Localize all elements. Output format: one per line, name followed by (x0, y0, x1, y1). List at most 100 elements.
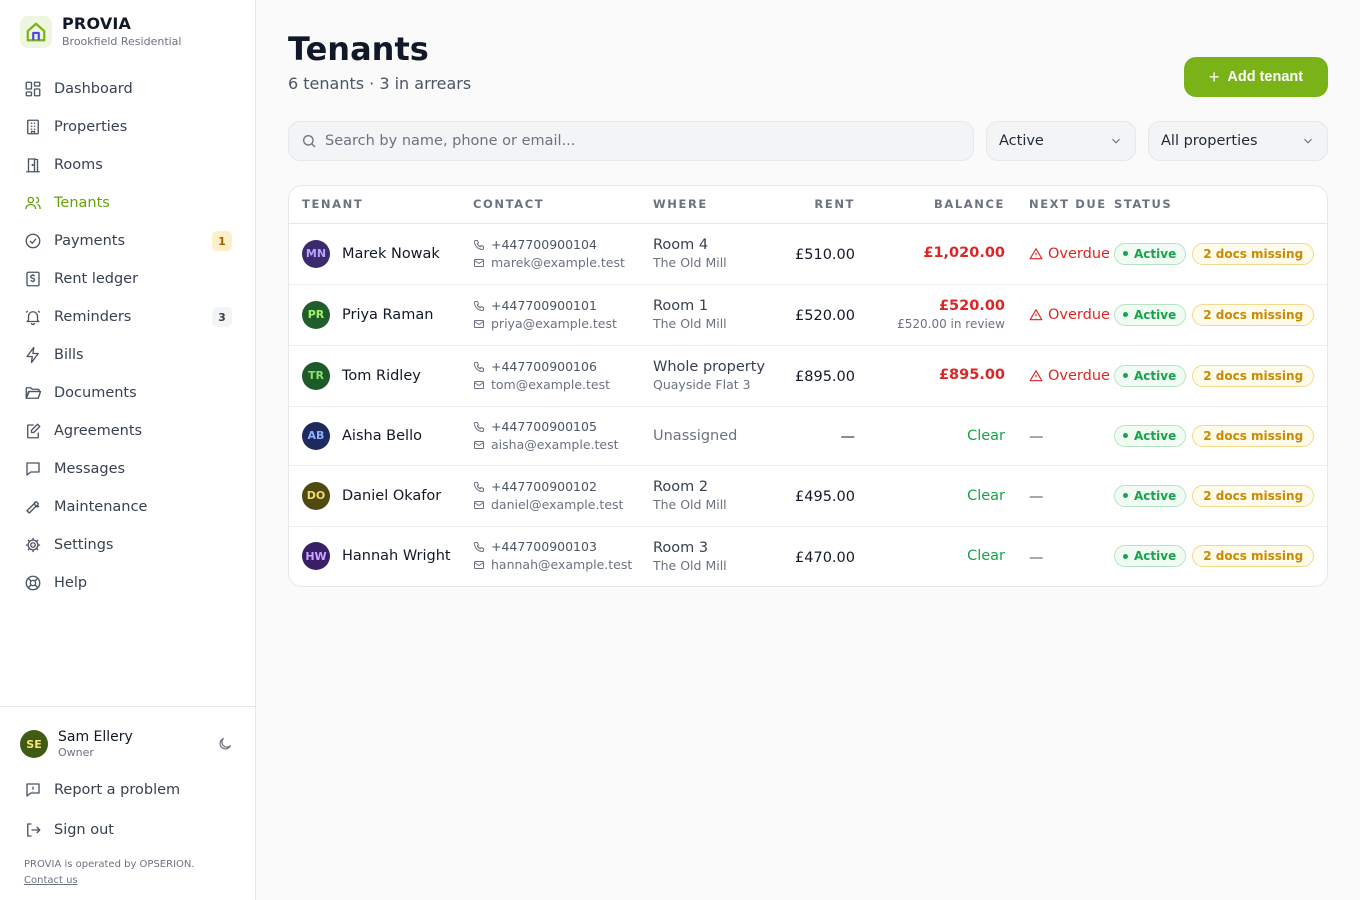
balance-clear: Clear (967, 427, 1005, 444)
table-row[interactable]: DO Daniel Okafor +447700900102 daniel@examp… (289, 465, 1327, 527)
sidebar-item-rent-ledger[interactable]: Rent ledger (12, 260, 244, 298)
sidebar-item-settings[interactable]: Settings (12, 526, 244, 564)
sidebar-item-maintenance[interactable]: Maintenance (12, 488, 244, 526)
home-logo-icon (20, 16, 52, 48)
contact-email[interactable]: hannah@example.test (473, 556, 653, 574)
status-dot (1123, 251, 1128, 256)
contact-phone[interactable]: +447700900103 (473, 538, 653, 556)
rent-amount: £510.00 (795, 247, 855, 263)
sidebar-item-documents[interactable]: Documents (12, 374, 244, 412)
phone-icon (473, 239, 485, 251)
contact-email[interactable]: tom@example.test (473, 376, 653, 394)
grid-icon (24, 80, 42, 98)
contact-phone[interactable]: +447700900104 (473, 236, 653, 254)
report-problem-link[interactable]: Report a problem (24, 778, 180, 802)
brand[interactable]: PROVIA Brookfield Residential (20, 14, 181, 50)
status-cell: Active 2 docs missing (1114, 484, 1327, 507)
sidebar-item-reminders[interactable]: Reminders 3 (12, 298, 244, 336)
sidebar-item-tenants[interactable]: Tenants (12, 184, 244, 222)
lifebuoy-icon (24, 574, 42, 592)
column-header-balance[interactable]: BALANCE (855, 186, 1009, 224)
table-row[interactable]: AB Aisha Bello +447700900105 aisha@example.… (289, 406, 1327, 466)
phone-number: +447700900101 (491, 297, 597, 313)
column-header-status[interactable]: STATUS (1112, 186, 1327, 224)
ledger-icon (24, 270, 42, 288)
column-header-rent[interactable]: RENT (775, 186, 855, 224)
column-header-where[interactable]: WHERE (653, 186, 775, 224)
add-tenant-button[interactable]: + Add tenant (1184, 57, 1328, 97)
report-problem-label: Report a problem (54, 782, 181, 798)
reminders-count-badge: 3 (212, 307, 232, 327)
moon-icon[interactable] (214, 733, 236, 755)
contact-phone[interactable]: +447700900105 (473, 418, 653, 436)
docs-missing-badge[interactable]: 2 docs missing (1192, 364, 1315, 387)
where-property: The Old Mill (653, 497, 727, 512)
brand-subtitle: Brookfield Residential (62, 35, 182, 48)
docs-missing-badge[interactable]: 2 docs missing (1192, 424, 1315, 447)
users-icon (24, 194, 42, 212)
contact-email[interactable]: aisha@example.test (473, 436, 653, 454)
search-input[interactable] (325, 133, 925, 149)
tenant-name[interactable]: Tom Ridley (342, 367, 421, 384)
contact-phone[interactable]: +447700900102 (473, 478, 653, 496)
property-filter-value: All properties (1161, 133, 1258, 149)
tenant-cell: HW Hannah Wright (302, 542, 473, 571)
docs-missing-badge[interactable]: 2 docs missing (1192, 242, 1315, 265)
door-icon (24, 156, 42, 174)
sidebar-item-payments[interactable]: Payments 1 (12, 222, 244, 260)
balance-clear: Clear (967, 548, 1005, 565)
tenant-cell: TR Tom Ridley (302, 361, 473, 390)
docs-missing-badge[interactable]: 2 docs missing (1192, 484, 1315, 507)
sidebar-item-label: Agreements (54, 423, 143, 439)
contact-email[interactable]: daniel@example.test (473, 496, 653, 514)
tenant-name[interactable]: Aisha Bello (342, 427, 422, 444)
contact-email[interactable]: priya@example.test (473, 315, 653, 333)
where-property: The Old Mill (653, 316, 727, 331)
sign-out-link[interactable]: Sign out (24, 818, 114, 842)
column-header-next-due[interactable]: NEXT DUE (1009, 186, 1112, 224)
contact-us-link[interactable]: Contact us (24, 875, 78, 886)
property-filter-select[interactable]: All properties (1148, 121, 1328, 161)
contact-phone[interactable]: +447700900106 (473, 358, 653, 376)
sidebar-item-rooms[interactable]: Rooms (12, 146, 244, 184)
alert-message-icon (24, 781, 42, 799)
phone-icon (473, 481, 485, 493)
status-filter-select[interactable]: Active (986, 121, 1136, 161)
where-room: Room 3 (653, 539, 709, 556)
balance-clear: Clear (967, 487, 1005, 504)
bell-icon (24, 308, 42, 326)
contact-phone[interactable]: +447700900101 (473, 297, 653, 315)
table-row[interactable]: HW Hannah Wright +447700900103 hannah@examp… (289, 526, 1327, 586)
column-header-contact[interactable]: CONTACT (473, 186, 653, 224)
tenant-name[interactable]: Daniel Okafor (342, 487, 442, 504)
where-unassigned: Unassigned (653, 427, 738, 444)
table-row[interactable]: PR Priya Raman +447700900101 priya@example.… (289, 284, 1327, 346)
sidebar-item-label: Bills (54, 347, 84, 363)
status-label: Active (1134, 246, 1177, 261)
sidebar-item-help[interactable]: Help (12, 564, 244, 602)
sidebar-item-agreements[interactable]: Agreements (12, 412, 244, 450)
table-row[interactable]: MN Marek Nowak +447700900104 marek@example.… (289, 223, 1327, 285)
sidebar-item-label: Documents (54, 385, 137, 401)
warning-icon (1029, 247, 1043, 261)
page-title: Tenants (288, 30, 429, 68)
status-cell: Active 2 docs missing (1114, 364, 1327, 387)
docs-missing-badge[interactable]: 2 docs missing (1192, 303, 1315, 326)
column-header-tenant[interactable]: TENANT (289, 186, 473, 224)
sidebar-item-messages[interactable]: Messages (12, 450, 244, 488)
contact-email[interactable]: marek@example.test (473, 254, 653, 272)
table-row[interactable]: TR Tom Ridley +447700900106 tom@example.tes… (289, 345, 1327, 407)
sidebar-item-label: Reminders (54, 309, 132, 325)
user-card[interactable]: SE Sam Ellery Owner (20, 727, 236, 761)
status-badge: Active (1114, 242, 1187, 265)
sidebar-item-properties[interactable]: Properties (12, 108, 244, 146)
docs-missing-badge[interactable]: 2 docs missing (1192, 545, 1315, 568)
next-due-label: Overdue (1048, 367, 1110, 384)
tenant-name[interactable]: Marek Nowak (342, 245, 440, 262)
tenant-name[interactable]: Priya Raman (342, 306, 434, 323)
status-cell: Active 2 docs missing (1114, 424, 1327, 447)
tenant-name[interactable]: Hannah Wright (342, 548, 451, 565)
table-header-row: TENANT CONTACT WHERE RENT BALANCE NEXT D… (289, 186, 1327, 224)
sidebar-item-dashboard[interactable]: Dashboard (12, 70, 244, 108)
sidebar-item-bills[interactable]: Bills (12, 336, 244, 374)
